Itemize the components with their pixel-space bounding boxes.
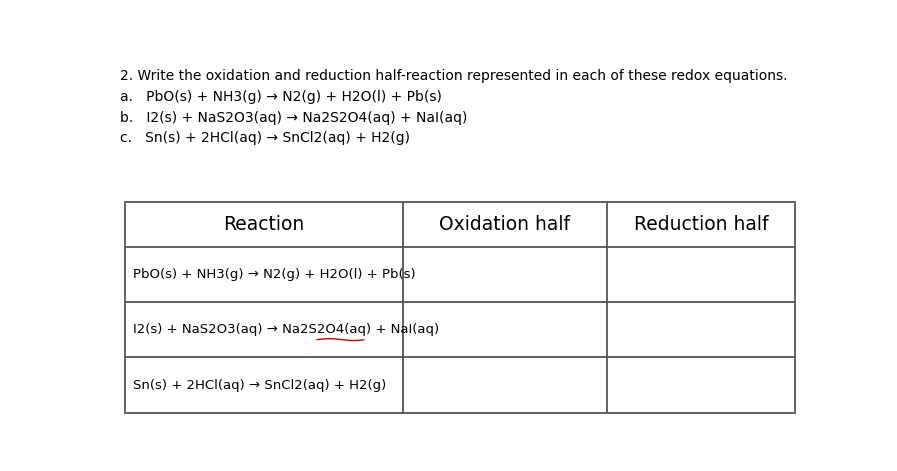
Text: 2. Write the oxidation and reduction half-reaction represented in each of these : 2. Write the oxidation and reduction hal…	[120, 69, 788, 83]
Text: a.   PbO(s) + NH3(g) → N2(g) + H2O(l) + Pb(s): a. PbO(s) + NH3(g) → N2(g) + H2O(l) + Pb…	[120, 90, 442, 104]
Text: Reaction: Reaction	[223, 215, 304, 234]
Text: Reduction half: Reduction half	[633, 215, 768, 234]
Text: b.   I2(s) + NaS2O3(aq) → Na2S2O4(aq) + NaI(aq): b. I2(s) + NaS2O3(aq) → Na2S2O4(aq) + Na…	[120, 111, 468, 124]
Text: Oxidation half: Oxidation half	[440, 215, 570, 234]
Text: Sn(s) + 2HCl(aq) → SnCl2(aq) + H2(g): Sn(s) + 2HCl(aq) → SnCl2(aq) + H2(g)	[133, 379, 387, 391]
Text: PbO(s) + NH3(g) → N2(g) + H2O(l) + Pb(s): PbO(s) + NH3(g) → N2(g) + H2O(l) + Pb(s)	[133, 268, 415, 281]
Text: I2(s) + NaS2O3(aq) → Na2S2O4(aq) + NaI(aq): I2(s) + NaS2O3(aq) → Na2S2O4(aq) + NaI(a…	[133, 323, 440, 336]
Text: c.   Sn(s) + 2HCl(aq) → SnCl2(aq) + H2(g): c. Sn(s) + 2HCl(aq) → SnCl2(aq) + H2(g)	[120, 131, 411, 145]
